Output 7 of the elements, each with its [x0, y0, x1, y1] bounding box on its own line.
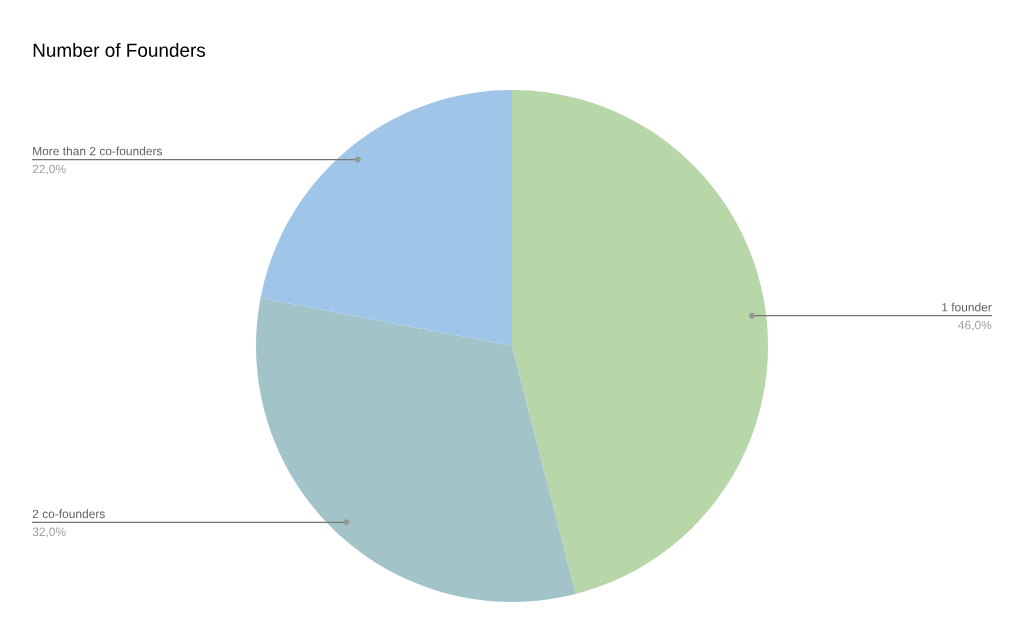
slice-label: 2 co-founders: [32, 509, 105, 519]
data-label: 32,0%: [32, 527, 66, 538]
data-label: 22,0%: [32, 164, 66, 175]
slice-label: 1 founder: [942, 302, 992, 312]
data-label: 46,0%: [958, 320, 992, 331]
slice-label: More than 2 co-founders: [33, 146, 162, 156]
chart-title: Number of Founders: [33, 43, 206, 57]
